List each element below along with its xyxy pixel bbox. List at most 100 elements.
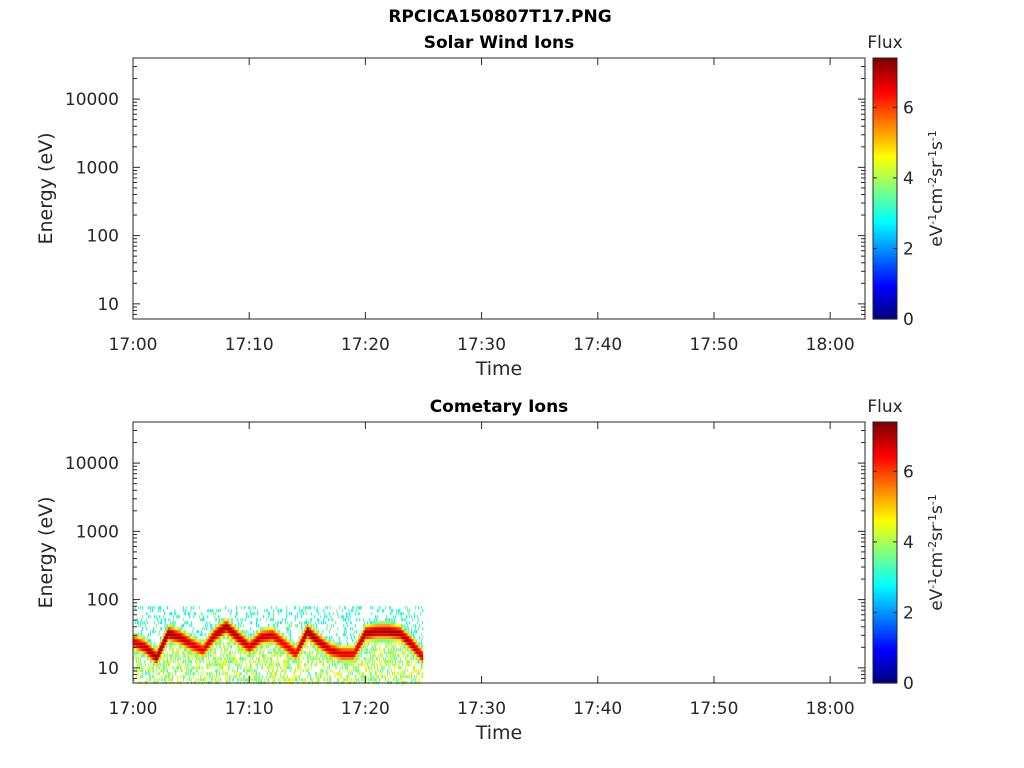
- flux-cell: [238, 636, 240, 640]
- flux-cell: [173, 633, 175, 637]
- flux-cell: [286, 645, 288, 649]
- flux-cell: [243, 657, 245, 661]
- flux-cell: [376, 678, 378, 682]
- flux-cell: [181, 669, 183, 673]
- flux-cell: [368, 666, 370, 670]
- flux-cell: [422, 621, 424, 625]
- flux-cell: [403, 672, 405, 676]
- flux-cell: [176, 642, 178, 646]
- flux-cell: [220, 609, 222, 613]
- x-tick-label: 17:10: [225, 699, 274, 719]
- flux-cell: [239, 645, 241, 649]
- colorbar-segment: [873, 103, 897, 107]
- flux-cell: [163, 609, 165, 613]
- flux-cell: [207, 642, 209, 646]
- flux-cell: [169, 612, 171, 616]
- flux-cell: [362, 645, 364, 649]
- flux-cell: [280, 651, 282, 655]
- flux-cell: [250, 648, 252, 652]
- flux-cell: [385, 657, 387, 661]
- flux-cell: [186, 645, 188, 649]
- flux-cell: [419, 636, 421, 640]
- flux-cell: [247, 669, 249, 673]
- flux-cell: [210, 624, 212, 628]
- flux-cell: [270, 642, 272, 646]
- flux-cell: [311, 660, 313, 664]
- colorbar-segment: [873, 60, 897, 63]
- flux-cell: [183, 651, 185, 655]
- flux-cell: [338, 645, 340, 649]
- flux-cell: [212, 678, 214, 682]
- flux-cell: [155, 630, 157, 634]
- flux-cell: [286, 660, 288, 664]
- flux-cell: [387, 675, 389, 679]
- flux-cell: [228, 669, 230, 673]
- flux-cell: [259, 672, 261, 676]
- flux-cell: [184, 675, 186, 679]
- flux-cell: [166, 630, 168, 634]
- flux-cell: [140, 624, 142, 628]
- flux-cell: [148, 657, 150, 661]
- flux-cell: [327, 654, 329, 658]
- flux-cell: [153, 648, 155, 652]
- flux-cell: [350, 660, 352, 664]
- flux-cell: [326, 672, 328, 676]
- flux-cell: [407, 669, 409, 673]
- flux-cell: [212, 639, 214, 643]
- flux-cell: [172, 666, 174, 670]
- flux-cell: [148, 645, 150, 649]
- flux-cell: [285, 660, 287, 664]
- flux-cell: [358, 612, 360, 616]
- flux-cell: [282, 636, 284, 640]
- flux-cell: [236, 630, 238, 634]
- flux-cell: [315, 621, 317, 625]
- flux-cell: [153, 630, 155, 634]
- flux-cell: [313, 639, 315, 643]
- flux-cell: [252, 669, 254, 673]
- flux-cell: [268, 627, 270, 631]
- flux-cell: [307, 639, 309, 643]
- flux-cell: [310, 618, 312, 622]
- flux-cell: [317, 645, 319, 649]
- colorbar-segment: [873, 251, 897, 255]
- flux-cell: [402, 636, 404, 640]
- flux-cell: [407, 609, 409, 613]
- colorbar-segment: [873, 426, 897, 430]
- flux-cell: [359, 672, 361, 676]
- flux-cell: [312, 660, 314, 664]
- flux-cell: [144, 651, 146, 655]
- flux-cell: [383, 630, 385, 634]
- flux-cell: [304, 651, 306, 655]
- flux-cell: [410, 648, 412, 652]
- flux-cell: [269, 651, 271, 655]
- colorbar-segment: [873, 519, 897, 523]
- flux-cell: [240, 639, 242, 643]
- flux-cell: [193, 636, 195, 640]
- flux-cell: [397, 636, 399, 640]
- flux-cell: [169, 666, 171, 670]
- flux-cell: [340, 654, 342, 658]
- flux-cell: [272, 630, 274, 634]
- flux-cell: [401, 612, 403, 616]
- flux-cell: [148, 672, 150, 676]
- flux-cell: [376, 639, 378, 643]
- flux-cell: [169, 663, 171, 667]
- flux-cell: [286, 627, 288, 631]
- flux-cell: [311, 663, 313, 667]
- flux-cell: [163, 642, 165, 646]
- flux-cell: [365, 657, 367, 661]
- flux-cell: [396, 624, 398, 628]
- flux-cell: [271, 639, 273, 643]
- flux-cell: [395, 642, 397, 646]
- flux-cell: [219, 624, 221, 628]
- flux-cell: [273, 633, 275, 637]
- flux-cell: [393, 633, 395, 637]
- flux-cell: [295, 624, 297, 628]
- flux-cell: [414, 612, 416, 616]
- flux-cell: [183, 633, 185, 637]
- colorbar-segment: [873, 606, 897, 610]
- flux-cell: [277, 657, 279, 661]
- flux-cell: [359, 639, 361, 643]
- flux-cell: [192, 636, 194, 640]
